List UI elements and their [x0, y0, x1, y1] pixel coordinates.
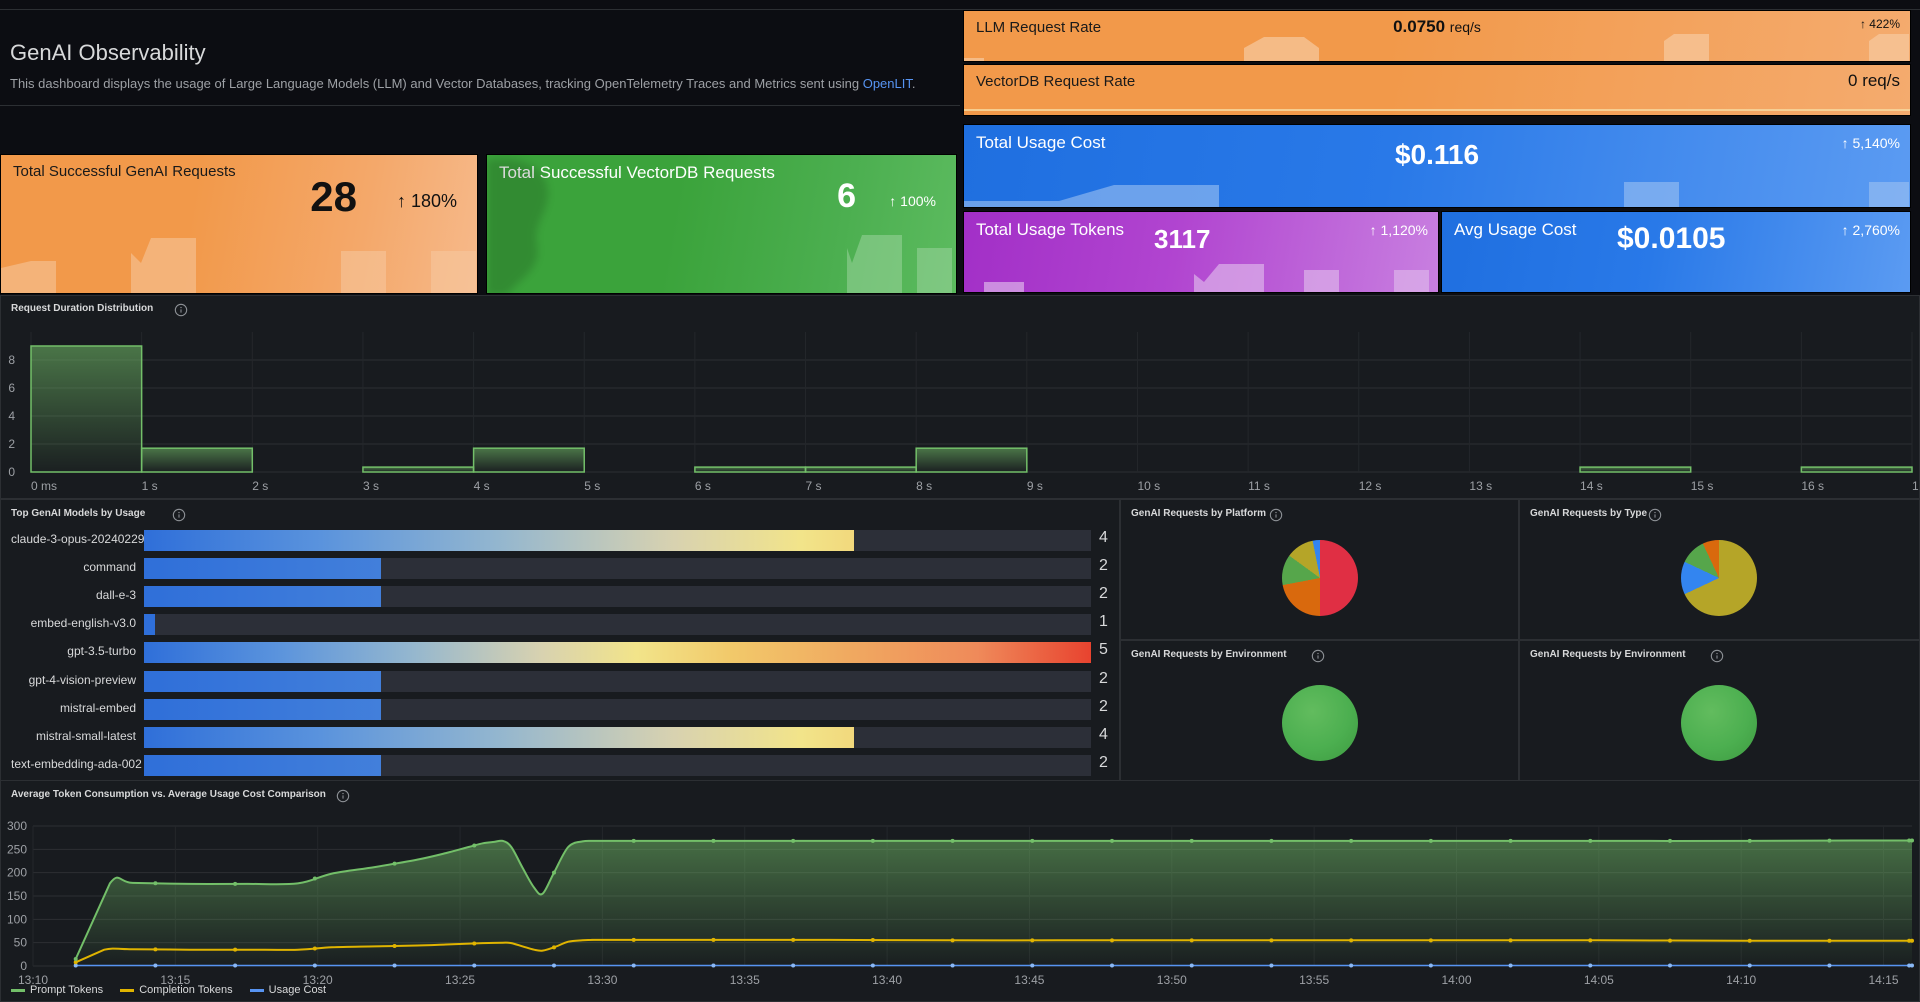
svg-text:300: 300 — [7, 819, 27, 833]
svg-text:8 s: 8 s — [916, 479, 932, 493]
svg-text:8: 8 — [8, 353, 15, 367]
svg-text:100: 100 — [7, 912, 27, 926]
svg-text:6: 6 — [8, 381, 15, 395]
svg-text:13:35: 13:35 — [730, 973, 760, 987]
svg-text:17 s: 17 s — [1912, 479, 1920, 493]
svg-text:5 s: 5 s — [584, 479, 600, 493]
svg-text:6 s: 6 s — [695, 479, 711, 493]
svg-text:2: 2 — [8, 437, 15, 451]
svg-text:3 s: 3 s — [363, 479, 379, 493]
svg-text:12 s: 12 s — [1359, 479, 1382, 493]
svg-text:13:55: 13:55 — [1299, 973, 1329, 987]
svg-text:0: 0 — [8, 465, 15, 479]
svg-text:0: 0 — [20, 959, 27, 973]
svg-text:9 s: 9 s — [1027, 479, 1043, 493]
svg-text:200: 200 — [7, 866, 27, 880]
svg-text:50: 50 — [14, 936, 28, 950]
svg-text:7 s: 7 s — [806, 479, 822, 493]
svg-text:11 s: 11 s — [1248, 479, 1270, 493]
svg-text:15 s: 15 s — [1691, 479, 1714, 493]
svg-text:14:00: 14:00 — [1441, 973, 1471, 987]
svg-text:13:30: 13:30 — [587, 973, 617, 987]
svg-text:14:10: 14:10 — [1726, 973, 1756, 987]
svg-text:16 s: 16 s — [1801, 479, 1824, 493]
svg-text:14 s: 14 s — [1580, 479, 1603, 493]
svg-text:13:45: 13:45 — [1014, 973, 1044, 987]
svg-text:4 s: 4 s — [474, 479, 490, 493]
svg-text:13:25: 13:25 — [445, 973, 475, 987]
svg-text:14:15: 14:15 — [1869, 973, 1899, 987]
svg-text:10 s: 10 s — [1137, 479, 1160, 493]
svg-text:13:40: 13:40 — [872, 973, 902, 987]
svg-text:250: 250 — [7, 842, 27, 856]
svg-text:0 ms: 0 ms — [31, 479, 57, 493]
svg-text:14:05: 14:05 — [1584, 973, 1614, 987]
svg-text:150: 150 — [7, 889, 27, 903]
svg-text:13:50: 13:50 — [1157, 973, 1187, 987]
svg-text:2 s: 2 s — [252, 479, 268, 493]
svg-text:4: 4 — [8, 409, 15, 423]
svg-text:13 s: 13 s — [1469, 479, 1492, 493]
svg-text:1 s: 1 s — [142, 479, 158, 493]
